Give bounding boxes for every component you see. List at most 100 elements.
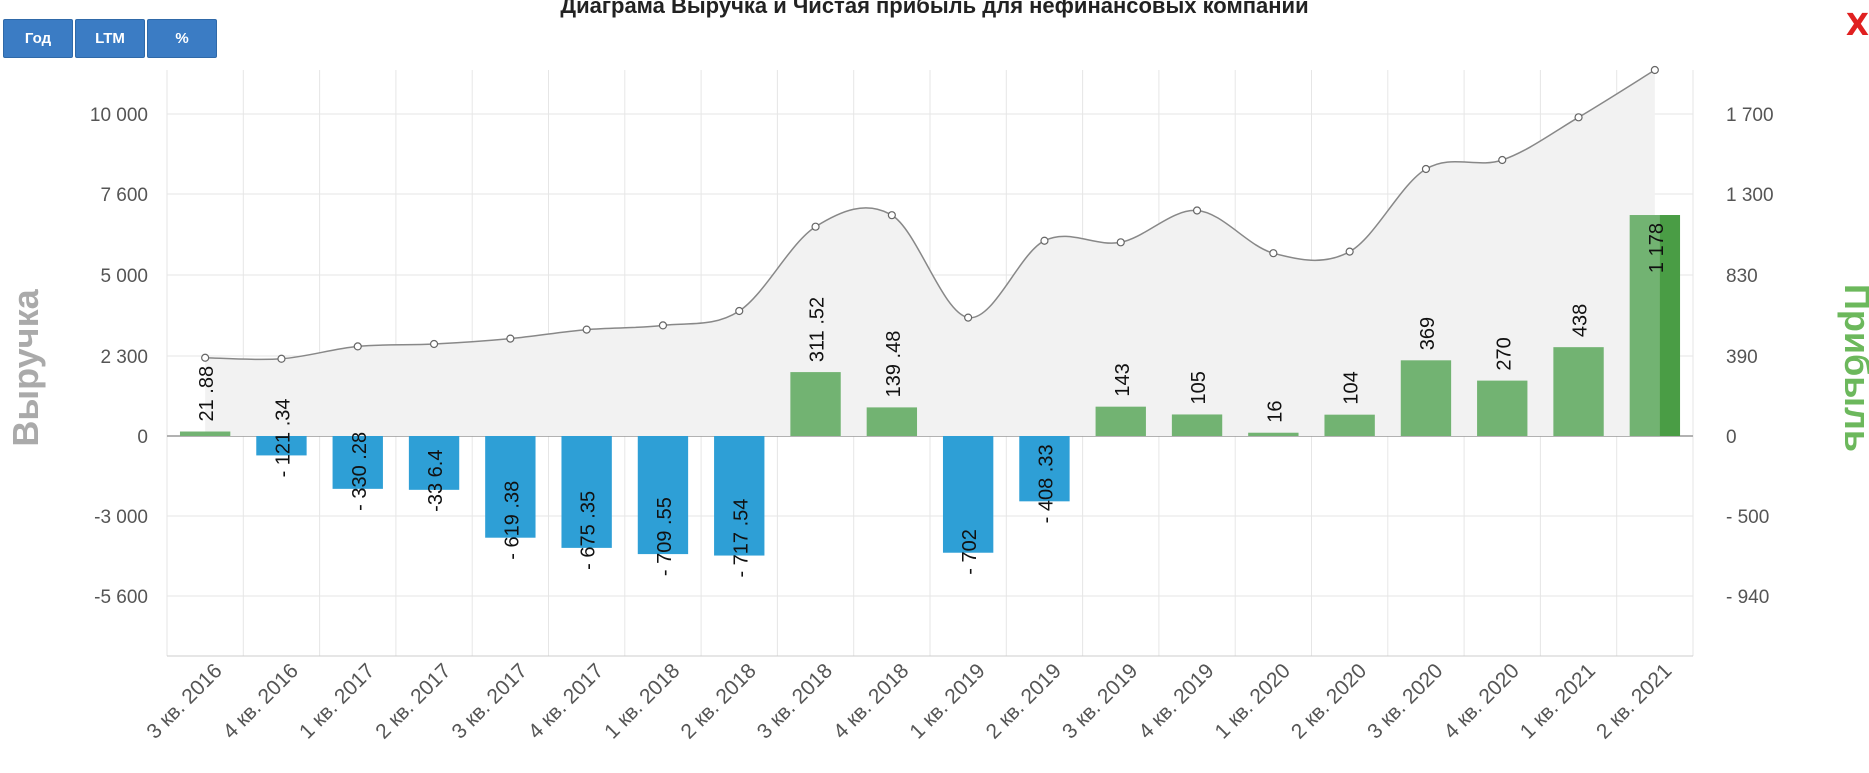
- profit-data-labels: 21 .88 - 121 .34 - 330 .28 -33 6.4 - 619 .38…: [196, 223, 1668, 578]
- profit-data-label: 369: [1417, 317, 1439, 350]
- right-tick-label: - 500: [1726, 507, 1769, 528]
- profit-bar: [179, 431, 231, 436]
- x-tick-label: 4 кв. 2017: [524, 659, 608, 743]
- revenue-point: [1040, 236, 1049, 245]
- x-tick-label: 4 кв. 2020: [1439, 659, 1523, 743]
- profit-bar: [485, 436, 536, 538]
- chart-title: Диаграма Выручка и Чистая прибыль для не…: [560, 0, 1309, 18]
- profit-bar: [637, 436, 689, 555]
- x-tick-label: 1 кв. 2019: [905, 659, 989, 743]
- x-tick-label: 4 кв. 2018: [829, 659, 913, 743]
- left-tick-label: 0: [137, 427, 148, 448]
- profit-bar: [790, 372, 841, 436]
- profit-bars: [179, 215, 1681, 556]
- profit-bar: [561, 436, 612, 548]
- profit-bar: [1553, 347, 1604, 436]
- left-tick-label: 7 600: [100, 185, 148, 206]
- x-tick-label: 1 кв. 2018: [600, 659, 684, 743]
- x-tick-label: 1 кв. 2021: [1516, 659, 1600, 743]
- profit-data-label: - 619 .38: [501, 481, 523, 560]
- percent-button[interactable]: %: [147, 19, 217, 58]
- right-tick-label: 1 700: [1726, 105, 1774, 126]
- profit-bar: [1095, 406, 1146, 436]
- revenue-point: [277, 354, 286, 363]
- revenue-point: [811, 222, 820, 231]
- revenue-point: [1269, 249, 1278, 258]
- profit-data-label: 16: [1264, 400, 1286, 422]
- profit-data-label: 270: [1493, 337, 1515, 370]
- x-tick-label: 2 кв. 2018: [676, 659, 760, 743]
- revenue-point: [1421, 164, 1431, 174]
- revenue-point: [1345, 247, 1354, 256]
- x-tick-label: 4 кв. 2016: [219, 659, 303, 743]
- x-tick-label: 3 кв. 2020: [1363, 659, 1447, 743]
- left-tick-label: 10 000: [90, 105, 148, 126]
- revenue-point: [1650, 65, 1659, 75]
- left-tick-label: 2 300: [100, 347, 148, 368]
- revenue-points: [201, 65, 1659, 363]
- profit-data-label: - 702: [959, 529, 981, 575]
- profit-data-label: - 675 .35: [578, 491, 600, 570]
- profit-data-label: 104: [1341, 371, 1363, 404]
- right-tick-label: 0: [1726, 427, 1737, 448]
- revenue-point: [506, 334, 515, 343]
- period-toolbar: Год LTM %: [3, 19, 217, 58]
- profit-data-label: 105: [1188, 371, 1210, 404]
- revenue-point: [201, 353, 210, 362]
- profit-data-label: - 709 .55: [654, 497, 676, 576]
- left-tick-label: -5 600: [94, 587, 148, 608]
- profit-bar: [1248, 432, 1299, 436]
- year-button[interactable]: Год: [3, 19, 73, 58]
- left-tick-label: -3 000: [94, 507, 148, 528]
- profit-bar: [1400, 360, 1452, 436]
- revenue-point: [1574, 113, 1583, 122]
- profit-bar: [866, 407, 918, 436]
- ltm-button[interactable]: LTM: [75, 19, 145, 58]
- x-tick-label: 2 кв. 2020: [1287, 659, 1371, 743]
- revenue-point: [582, 325, 591, 334]
- revenue-point: [658, 321, 668, 330]
- close-icon[interactable]: X: [1845, 8, 1869, 43]
- revenue-point: [429, 339, 439, 349]
- x-tick-label: 3 кв. 2016: [142, 659, 226, 743]
- profit-data-label: 438: [1570, 304, 1592, 337]
- x-tick-label: 1 кв. 2020: [1211, 659, 1295, 743]
- profit-bar-highlight: [1659, 215, 1681, 436]
- profit-data-label: - 330 .28: [349, 432, 371, 511]
- right-tick-label: 390: [1726, 347, 1758, 368]
- left-axis-title: Выручка: [5, 288, 46, 446]
- right-tick-label: 830: [1726, 266, 1758, 287]
- x-tick-label: 3 кв. 2019: [1058, 659, 1142, 743]
- profit-bar: [1477, 380, 1528, 436]
- right-tick-label: 1 300: [1726, 185, 1774, 206]
- profit-data-label: -33 6.4: [425, 450, 447, 512]
- x-tick-label: 1 кв. 2017: [295, 659, 379, 743]
- profit-bar: [408, 436, 460, 490]
- profit-data-label: - 121 .34: [272, 398, 294, 477]
- revenue-point: [1192, 206, 1202, 215]
- profit-data-label: 311 .52: [807, 297, 829, 362]
- profit-bar: [942, 436, 994, 553]
- profit-bar: [256, 436, 307, 456]
- right-axis-ticks: 1 700 1 300 830 390 0 - 500 - 940: [1726, 105, 1774, 608]
- revenue-area-fill: [205, 70, 1655, 436]
- revenue-point: [1498, 155, 1507, 165]
- revenue-point: [964, 313, 973, 322]
- x-tick-label: 3 кв. 2017: [448, 659, 532, 743]
- revenue-point: [887, 211, 896, 220]
- right-tick-label: - 940: [1726, 587, 1769, 608]
- revenue-point: [353, 342, 362, 351]
- profit-data-label: - 408 .33: [1035, 444, 1057, 523]
- x-tick-label: 4 кв. 2019: [1134, 659, 1218, 743]
- profit-data-label: 139 .48: [883, 331, 905, 398]
- x-tick-label: 2 кв. 2019: [982, 659, 1066, 743]
- left-axis-ticks: 10 000 7 600 5 000 2 300 0 -3 000 -5 600: [90, 105, 148, 608]
- profit-data-label: 143: [1112, 363, 1134, 396]
- profit-bar: [1324, 414, 1375, 436]
- profit-data-label: 21 .88: [196, 366, 218, 422]
- x-tick-label: 2 кв. 2021: [1592, 659, 1676, 743]
- right-axis-title: Прибыль: [1837, 284, 1869, 452]
- profit-data-label: 1 178: [1646, 223, 1668, 273]
- profit-bar: [1019, 436, 1070, 502]
